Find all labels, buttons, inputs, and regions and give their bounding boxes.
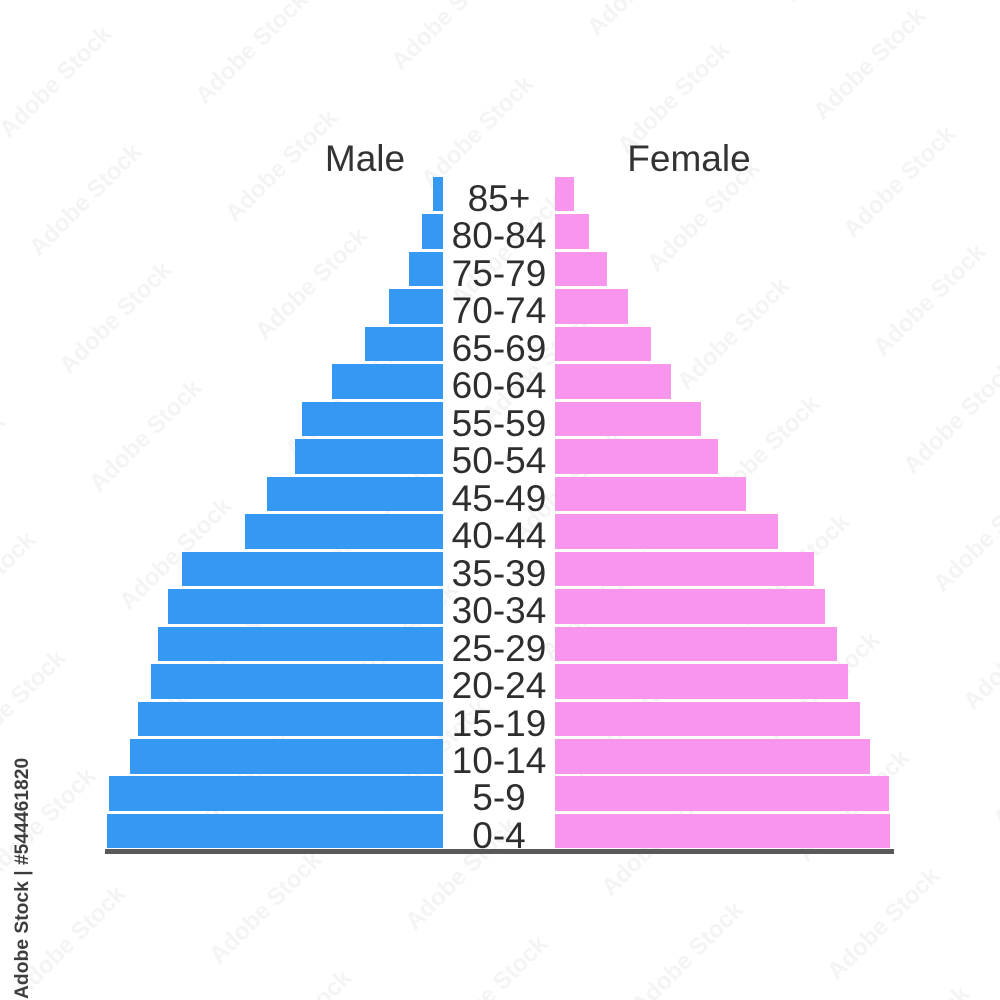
svg-text:Adobe Stock: Adobe Stock bbox=[958, 592, 1000, 715]
svg-text:Adobe Stock: Adobe Stock bbox=[430, 930, 553, 1000]
svg-text:Adobe Stock: Adobe Stock bbox=[416, 70, 539, 193]
svg-text:Adobe Stock: Adobe Stock bbox=[84, 374, 207, 497]
svg-text:Adobe Stock: Adobe Stock bbox=[808, 2, 931, 125]
svg-text:Adobe Stock: Adobe Stock bbox=[838, 120, 961, 243]
svg-text:Adobe Stock: Adobe Stock bbox=[0, 20, 117, 143]
svg-text:Adobe Stock: Adobe Stock bbox=[898, 356, 1000, 479]
svg-text:Adobe Stock: Adobe Stock bbox=[868, 238, 991, 361]
svg-text:Adobe Stock: Adobe Stock bbox=[250, 222, 373, 345]
svg-text:Adobe Stock: Adobe Stock bbox=[988, 710, 1000, 833]
svg-text:Adobe Stock: Adobe Stock bbox=[778, 0, 901, 7]
svg-text:Adobe Stock: Adobe Stock bbox=[190, 0, 313, 109]
svg-text:Adobe Stock: Adobe Stock bbox=[54, 256, 177, 379]
svg-text:Adobe Stock: Adobe Stock bbox=[0, 644, 71, 767]
svg-text:Adobe Stock: Adobe Stock bbox=[204, 846, 327, 969]
svg-text:Adobe Stock: Adobe Stock bbox=[822, 862, 945, 985]
svg-text:Adobe Stock: Adobe Stock bbox=[852, 980, 975, 1000]
svg-text:Adobe Stock: Adobe Stock bbox=[582, 0, 705, 41]
svg-text:Adobe Stock: Adobe Stock bbox=[386, 0, 509, 75]
svg-text:Adobe Stock: Adobe Stock bbox=[672, 272, 795, 395]
svg-text:Adobe Stock: Adobe Stock bbox=[234, 964, 357, 1000]
svg-text:Adobe Stock: Adobe Stock bbox=[24, 138, 147, 261]
svg-text:Adobe Stock: Adobe Stock bbox=[0, 0, 90, 25]
svg-text:Adobe Stock: Adobe Stock bbox=[0, 408, 11, 531]
svg-text:Adobe Stock: Adobe Stock bbox=[626, 896, 749, 1000]
svg-text:Adobe Stock: Adobe Stock bbox=[0, 0, 87, 25]
svg-text:Adobe Stock: Adobe Stock bbox=[928, 474, 1000, 597]
svg-text:Adobe Stock: Adobe Stock bbox=[0, 526, 41, 649]
